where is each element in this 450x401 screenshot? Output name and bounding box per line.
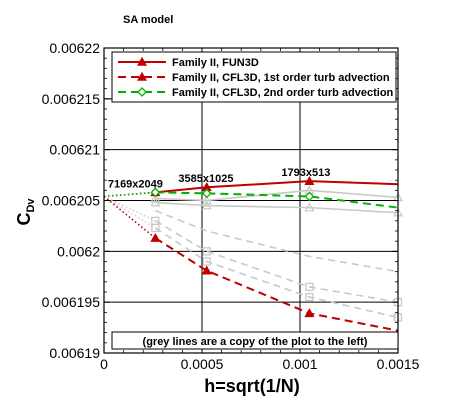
grey-series-marker bbox=[202, 247, 211, 256]
grey-series-marker bbox=[150, 197, 161, 207]
y-tick-label: 0.00622 bbox=[49, 40, 100, 56]
series-layer bbox=[103, 175, 399, 332]
grid-size-annotation: 1793x513 bbox=[281, 167, 330, 179]
grey-series-line bbox=[154, 227, 399, 319]
grey-series-marker bbox=[201, 200, 212, 210]
series-line bbox=[155, 180, 399, 194]
grid-size-annotation: 3585x1025 bbox=[178, 173, 233, 185]
note-box-frame bbox=[111, 331, 399, 350]
note-box: (grey lines are a copy of the plot to th… bbox=[111, 331, 399, 350]
grey-series-line bbox=[155, 201, 399, 214]
y-tick-label: 0.00619 bbox=[49, 345, 100, 361]
x-tick-label: 0.0015 bbox=[377, 356, 420, 372]
series-marker bbox=[304, 175, 315, 185]
y-axis-label: CDv bbox=[14, 198, 37, 226]
note-text: (grey lines are a copy of the plot to th… bbox=[143, 336, 368, 348]
legend-swatch-marker bbox=[136, 56, 148, 66]
legend-label: Family II, FUN3D bbox=[172, 57, 259, 69]
grey-series-marker bbox=[305, 292, 314, 302]
y-tick-label: 0.0062 bbox=[57, 243, 100, 259]
grey-series-marker bbox=[150, 193, 161, 203]
svg-text:CDv: CDv bbox=[14, 198, 37, 226]
grid-size-annotation: 7169x2049 bbox=[108, 178, 163, 190]
grey-series-marker bbox=[305, 282, 314, 292]
grey-lines-layer bbox=[103, 185, 404, 322]
grey-series-line bbox=[155, 189, 399, 202]
legend: Family II, FUN3D Family II, CFL3D, 1st or… bbox=[111, 51, 397, 103]
y-tick-label: 0.00621 bbox=[49, 142, 100, 158]
extrapolation-line bbox=[103, 195, 156, 239]
grey-series-line bbox=[155, 209, 399, 273]
legend-swatch-marker bbox=[136, 71, 148, 81]
grey-extrapolation-line bbox=[103, 195, 156, 222]
grey-series-marker bbox=[202, 257, 211, 266]
series-marker bbox=[201, 265, 212, 275]
x-tick-label: 0.001 bbox=[282, 356, 317, 372]
legend-swatch-marker bbox=[137, 87, 147, 97]
series-line bbox=[154, 237, 399, 332]
grey-extrapolation-line bbox=[103, 195, 156, 229]
series-marker bbox=[304, 308, 315, 318]
y-tick-label: 0.006215 bbox=[42, 91, 101, 107]
legend-label: Family II, CFL3D, 2nd order turb advecti… bbox=[172, 87, 394, 99]
series-marker bbox=[150, 187, 161, 198]
x-tick-label: 0 bbox=[100, 356, 108, 372]
x-axis-label: h=sqrt(1/N) bbox=[204, 376, 300, 396]
legend-label: Family II, CFL3D, 1st order turb advecti… bbox=[172, 72, 390, 84]
series-line bbox=[155, 191, 399, 209]
tick-layer: 0 0.0005 0.001 0.00150.006190.0061950.00620… bbox=[42, 40, 420, 372]
y-tick-label: 0.006195 bbox=[42, 294, 101, 310]
y-axis-label-main: C bbox=[14, 213, 34, 226]
extrapolation-line bbox=[103, 191, 156, 198]
x-tick-label: 0.0005 bbox=[181, 356, 224, 372]
grey-series-marker bbox=[201, 195, 212, 205]
series-marker bbox=[304, 191, 315, 202]
extrapolation-line bbox=[103, 191, 156, 198]
y-tick-label: 0.006205 bbox=[42, 193, 101, 209]
grey-series-line bbox=[154, 220, 399, 303]
grey-series-marker bbox=[304, 202, 315, 212]
grey-series-marker bbox=[151, 223, 160, 233]
annotation-layer: 7169x2049 3585x1025 1793x513 bbox=[108, 167, 331, 190]
y-axis-label-sub: Dv bbox=[25, 198, 37, 213]
chart-title: SA model bbox=[123, 14, 173, 26]
series-marker bbox=[201, 188, 212, 199]
series-marker bbox=[150, 232, 161, 242]
